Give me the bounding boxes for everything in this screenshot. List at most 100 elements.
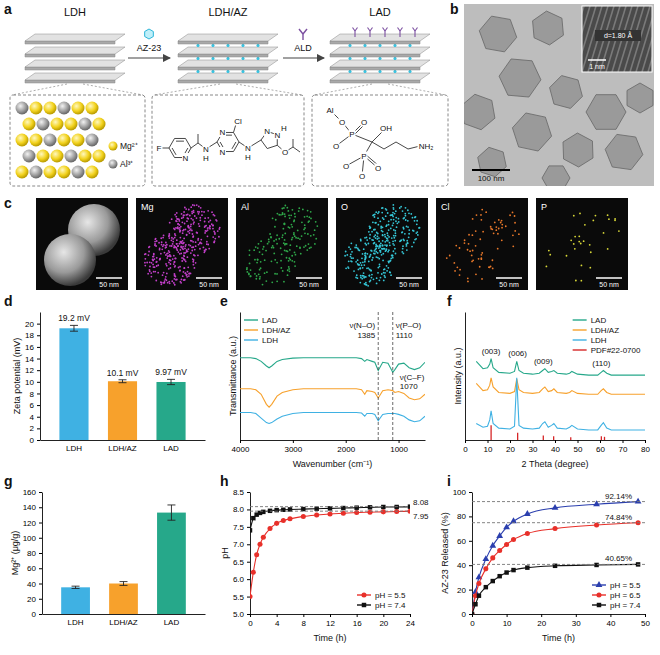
y-tick-label: 160 (23, 488, 37, 497)
element-signal (187, 271, 189, 273)
element-signal (198, 213, 200, 215)
element-signal (579, 213, 581, 215)
element-signal (475, 273, 477, 275)
fringe (648, 6, 652, 72)
element-signal (257, 247, 259, 249)
layer-side (25, 80, 115, 83)
element-signal (380, 277, 382, 279)
series-line (476, 359, 645, 375)
y-axis-line (465, 313, 466, 441)
x-tick-mark (357, 614, 358, 617)
y-axis-line (40, 313, 41, 441)
reference-line (250, 511, 410, 512)
element-signal (177, 226, 179, 228)
element-signal (159, 249, 161, 251)
element-signal (168, 268, 170, 270)
element-signal (490, 226, 492, 228)
element-signal (166, 257, 168, 259)
element-signal (359, 250, 361, 252)
element-signal (366, 239, 368, 241)
element-signal (365, 276, 367, 278)
element-signal (208, 248, 210, 250)
element-signal (174, 276, 176, 278)
drug-icon (241, 44, 244, 47)
element-signal (149, 261, 151, 263)
element-signal (201, 211, 203, 213)
element-signal (371, 277, 373, 279)
element-signal (166, 253, 168, 255)
element-signal (264, 272, 266, 274)
stick (553, 436, 554, 440)
element-signal (183, 238, 185, 240)
element-signal (303, 246, 305, 248)
element-signal (383, 218, 385, 220)
y-tick: 60 (457, 537, 472, 546)
element-signal (192, 261, 194, 263)
element-signal (206, 243, 208, 245)
element-signal (263, 246, 265, 248)
marker (491, 579, 495, 583)
element-signal (189, 232, 191, 234)
element-signal (183, 259, 185, 261)
x-tick-mark (600, 440, 601, 443)
element-signal (255, 278, 257, 280)
element-signal (172, 238, 174, 240)
chart-texts: 8.087.95 (413, 498, 429, 522)
x-tick: LDH/AZ (109, 614, 138, 627)
element-signal (374, 249, 376, 251)
element-signal (274, 273, 276, 275)
element-signal (219, 227, 221, 229)
element-signal (287, 210, 289, 212)
lattice-fringes (582, 6, 652, 72)
element-signal (259, 278, 261, 280)
x-tick-mark (541, 614, 542, 617)
legend: pH = 5.5pH = 7.4 (357, 591, 406, 610)
y-tick: 80 (457, 512, 472, 521)
element-signal (497, 233, 499, 235)
reference-line (378, 312, 379, 440)
element-signal (270, 237, 272, 239)
element-signal (174, 266, 176, 268)
drug-icon (393, 57, 396, 60)
element-signal (179, 249, 181, 251)
element-signal (386, 270, 388, 272)
element-signal (286, 207, 288, 209)
element-signal (185, 244, 187, 246)
element-signal (399, 207, 401, 209)
element-signal (153, 271, 155, 273)
element-signal (412, 229, 414, 231)
marker (250, 528, 252, 532)
element-signal (382, 248, 384, 250)
layer (25, 47, 125, 54)
nanosheet (533, 11, 564, 45)
element-signal (257, 259, 259, 261)
y-tick-mark (37, 370, 40, 371)
y-tick-label: 8.5 (233, 488, 245, 497)
element-signal (374, 222, 376, 224)
element-signal (160, 283, 162, 285)
element-signal (289, 217, 291, 219)
element-signal (179, 241, 181, 243)
atom-label: N (264, 127, 270, 136)
atom-mask (359, 172, 366, 181)
reference-line (392, 312, 393, 440)
series-line (476, 378, 645, 430)
element-signal (183, 267, 185, 269)
element-signal (459, 274, 461, 276)
element-signal (291, 209, 293, 211)
series-line (250, 507, 410, 531)
x-tick: 30 (529, 440, 538, 454)
marker (314, 506, 318, 510)
element-signal (196, 232, 198, 234)
element-signal (301, 235, 303, 237)
y-tick: 20 (25, 320, 40, 329)
y-tick-label: 10 (25, 378, 34, 387)
drug-icon (211, 44, 214, 47)
element-signal (203, 211, 205, 213)
bond (396, 142, 408, 149)
x-tick-label: 20 (379, 619, 388, 628)
element-signal (464, 242, 466, 244)
y-tick: 6.5 (233, 558, 250, 567)
element-signal (207, 227, 209, 229)
element-signal (280, 260, 282, 262)
